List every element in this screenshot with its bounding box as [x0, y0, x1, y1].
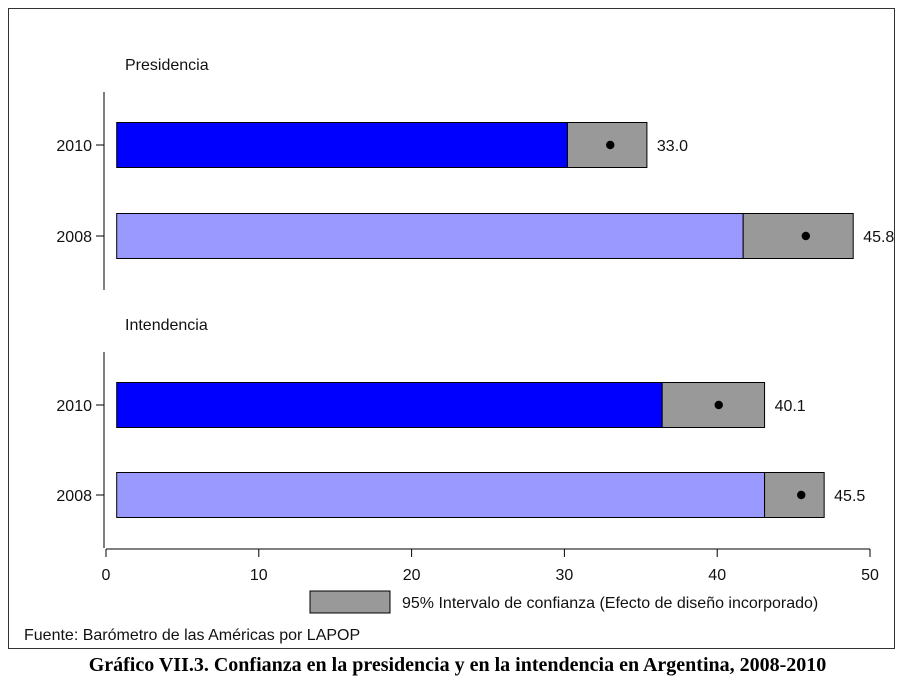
point-estimate — [801, 231, 811, 241]
x-tick-label: 40 — [708, 567, 726, 584]
bar-2008 — [116, 213, 744, 259]
y-tick-label: 2008 — [56, 229, 92, 246]
ci-2008 — [764, 472, 825, 518]
chart: Presidencia33.0201045.82008Intendencia40… — [8, 8, 895, 649]
bar-2008 — [116, 472, 766, 518]
x-tick-label: 0 — [102, 567, 111, 584]
point-estimate — [606, 140, 615, 150]
ci-2008 — [742, 213, 854, 259]
x-tick-label: 30 — [556, 567, 574, 584]
bar-2010 — [116, 382, 663, 428]
value-label: 33.0 — [657, 138, 688, 155]
group-title: Presidencia — [125, 57, 209, 74]
ci-2010 — [661, 382, 766, 428]
point-estimate — [714, 400, 723, 410]
value-label: 45.8 — [863, 229, 894, 246]
legend-label: 95% Intervalo de confianza (Efecto de di… — [402, 595, 818, 612]
group-title: Intendencia — [125, 317, 208, 334]
x-tick-label: 10 — [250, 567, 268, 584]
bar-2010 — [116, 122, 568, 168]
point-estimate — [797, 490, 806, 500]
chart-frame — [8, 8, 895, 649]
x-tick-label: 20 — [403, 567, 421, 584]
y-tick-label: 2010 — [56, 138, 92, 155]
legend-swatch — [309, 590, 391, 614]
y-tick-label: 2008 — [56, 488, 92, 505]
source-note: Fuente: Barómetro de las Américas por LA… — [24, 627, 360, 644]
x-tick-label: 50 — [861, 567, 879, 584]
figure-caption: Gráfico VII.3. Confianza en la presidenc… — [88, 654, 827, 676]
value-label: 45.5 — [834, 488, 865, 505]
y-tick-label: 2010 — [56, 398, 92, 415]
value-label: 40.1 — [775, 398, 806, 415]
